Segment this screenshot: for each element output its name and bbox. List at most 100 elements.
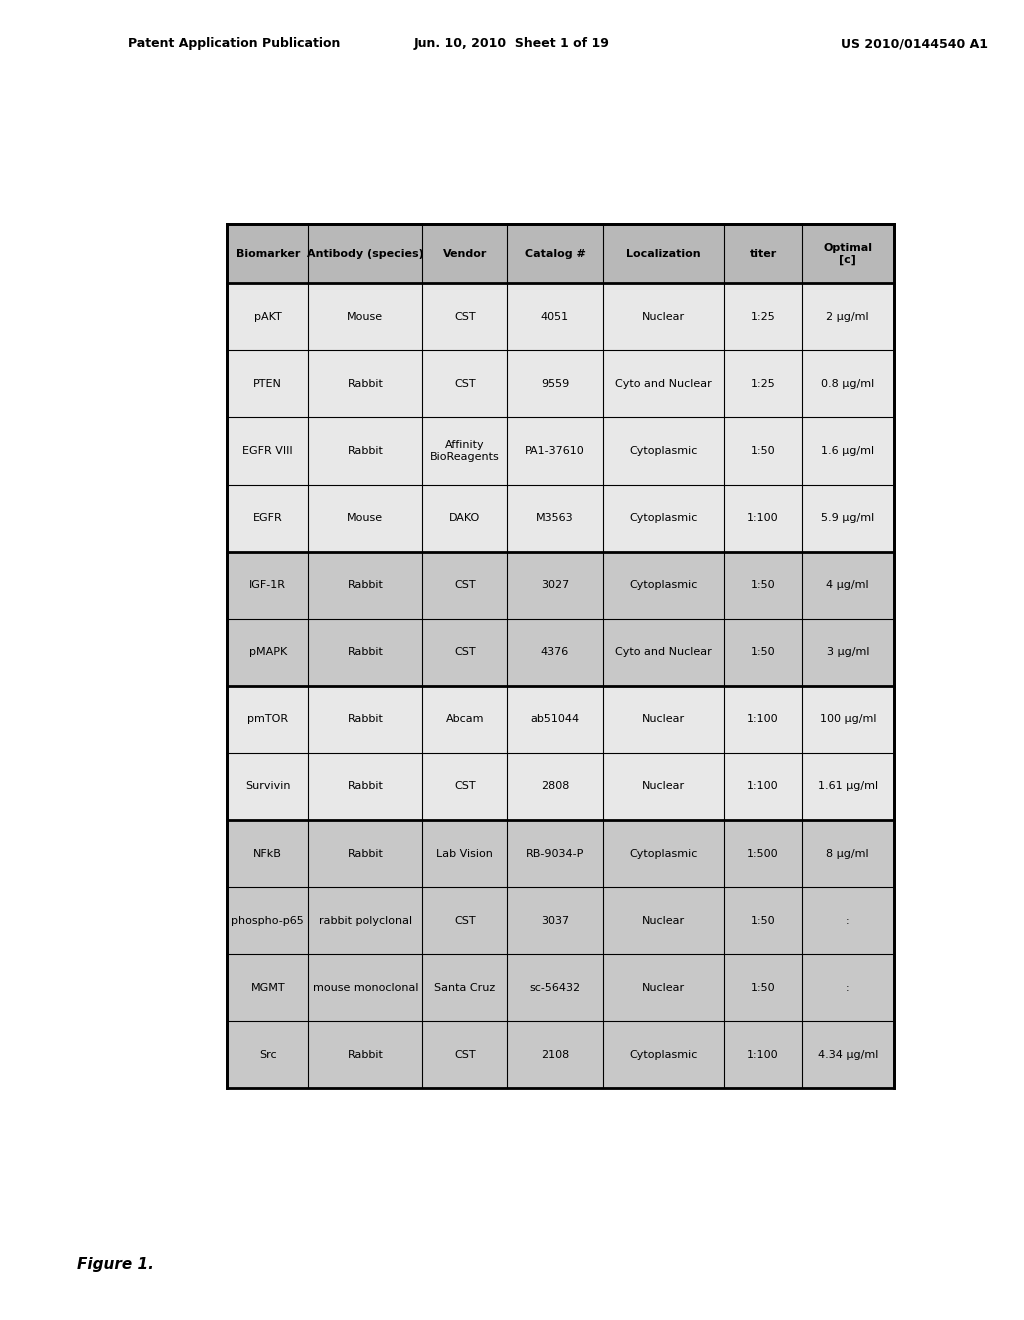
Text: Mouse: Mouse [347,513,383,523]
Text: 1:50: 1:50 [751,916,775,925]
Text: PA1-37610: PA1-37610 [525,446,585,455]
Text: Cytoplasmic: Cytoplasmic [630,849,697,858]
Text: PTEN: PTEN [253,379,283,389]
Text: Cyto and Nuclear: Cyto and Nuclear [615,379,712,389]
Text: 3027: 3027 [541,581,569,590]
Text: 3037: 3037 [541,916,569,925]
Text: 1:100: 1:100 [748,781,779,792]
Text: Src: Src [259,1049,276,1060]
Text: Nuclear: Nuclear [642,781,685,792]
Text: Patent Application Publication: Patent Application Publication [128,37,340,50]
Bar [227,619,894,686]
Text: 4376: 4376 [541,647,569,657]
Text: MGMT: MGMT [251,983,285,993]
Text: Abcam: Abcam [445,714,484,725]
Text: Survivin: Survivin [245,781,291,792]
Bar [227,887,894,954]
Text: pMAPK: pMAPK [249,647,287,657]
Text: Santa Cruz: Santa Cruz [434,983,496,993]
Text: Lab Vision: Lab Vision [436,849,494,858]
Text: CST: CST [454,581,475,590]
Bar [227,1022,894,1089]
Text: CST: CST [454,781,475,792]
Text: Cytoplasmic: Cytoplasmic [630,446,697,455]
Text: Nuclear: Nuclear [642,916,685,925]
Text: 8 μg/ml: 8 μg/ml [826,849,869,858]
Text: 2108: 2108 [541,1049,569,1060]
Text: 0.8 μg/ml: 0.8 μg/ml [821,379,874,389]
Text: Rabbit: Rabbit [347,1049,383,1060]
Text: Rabbit: Rabbit [347,446,383,455]
Text: pAKT: pAKT [254,312,282,322]
Text: 2 μg/ml: 2 μg/ml [826,312,869,322]
Text: 4051: 4051 [541,312,569,322]
Text: US 2010/0144540 A1: US 2010/0144540 A1 [841,37,988,50]
Text: Cytoplasmic: Cytoplasmic [630,513,697,523]
Bar [227,954,894,1022]
Text: Figure 1.: Figure 1. [77,1257,154,1272]
Text: 1:25: 1:25 [751,379,775,389]
Text: EGFR VIII: EGFR VIII [243,446,293,455]
Text: DAKO: DAKO [450,513,480,523]
Text: 1:500: 1:500 [748,849,779,858]
Bar [227,686,894,752]
Text: Localization: Localization [627,249,701,259]
Text: Rabbit: Rabbit [347,581,383,590]
Text: Rabbit: Rabbit [347,647,383,657]
Text: 9559: 9559 [541,379,569,389]
Text: CST: CST [454,312,475,322]
Text: 1:100: 1:100 [748,714,779,725]
Text: RB-9034-P: RB-9034-P [525,849,584,858]
Text: Antibody (species): Antibody (species) [307,249,424,259]
Text: NFkB: NFkB [253,849,283,858]
Text: CST: CST [454,1049,475,1060]
Bar [227,752,894,820]
Text: EGFR: EGFR [253,513,283,523]
Text: 100 μg/ml: 100 μg/ml [819,714,877,725]
Text: CST: CST [454,647,475,657]
Text: titer: titer [750,249,776,259]
Text: M3563: M3563 [537,513,573,523]
Bar [227,224,894,284]
Text: 1:50: 1:50 [751,581,775,590]
Text: Rabbit: Rabbit [347,714,383,725]
Text: 4.34 μg/ml: 4.34 μg/ml [817,1049,878,1060]
Text: sc-56432: sc-56432 [529,983,581,993]
Text: 1:50: 1:50 [751,983,775,993]
Text: CST: CST [454,379,475,389]
Bar [227,224,894,1089]
Text: Rabbit: Rabbit [347,781,383,792]
Text: 1:50: 1:50 [751,446,775,455]
Text: Mouse: Mouse [347,312,383,322]
Text: mouse monoclonal: mouse monoclonal [312,983,418,993]
Text: :: : [846,983,850,993]
Text: Nuclear: Nuclear [642,983,685,993]
Text: 5.9 μg/ml: 5.9 μg/ml [821,513,874,523]
Text: 1.6 μg/ml: 1.6 μg/ml [821,446,874,455]
Text: 1:25: 1:25 [751,312,775,322]
Text: 3 μg/ml: 3 μg/ml [826,647,869,657]
Text: Cyto and Nuclear: Cyto and Nuclear [615,647,712,657]
Bar [227,284,894,350]
Text: Biomarker: Biomarker [236,249,300,259]
Text: Rabbit: Rabbit [347,379,383,389]
Text: Nuclear: Nuclear [642,312,685,322]
Bar [227,350,894,417]
Text: 1.61 μg/ml: 1.61 μg/ml [818,781,878,792]
Text: 1:50: 1:50 [751,647,775,657]
Text: ab51044: ab51044 [530,714,580,725]
Bar [227,552,894,619]
Text: Affinity
BioReagents: Affinity BioReagents [430,440,500,462]
Bar [227,484,894,552]
Text: Optimal
[c]: Optimal [c] [823,243,872,265]
Text: Rabbit: Rabbit [347,849,383,858]
Text: Nuclear: Nuclear [642,714,685,725]
Text: Jun. 10, 2010  Sheet 1 of 19: Jun. 10, 2010 Sheet 1 of 19 [414,37,610,50]
Text: CST: CST [454,916,475,925]
Bar [227,417,894,484]
Text: 2808: 2808 [541,781,569,792]
Text: Vendor: Vendor [442,249,487,259]
Text: Cytoplasmic: Cytoplasmic [630,581,697,590]
Text: Catalog #: Catalog # [524,249,586,259]
Bar [227,820,894,887]
